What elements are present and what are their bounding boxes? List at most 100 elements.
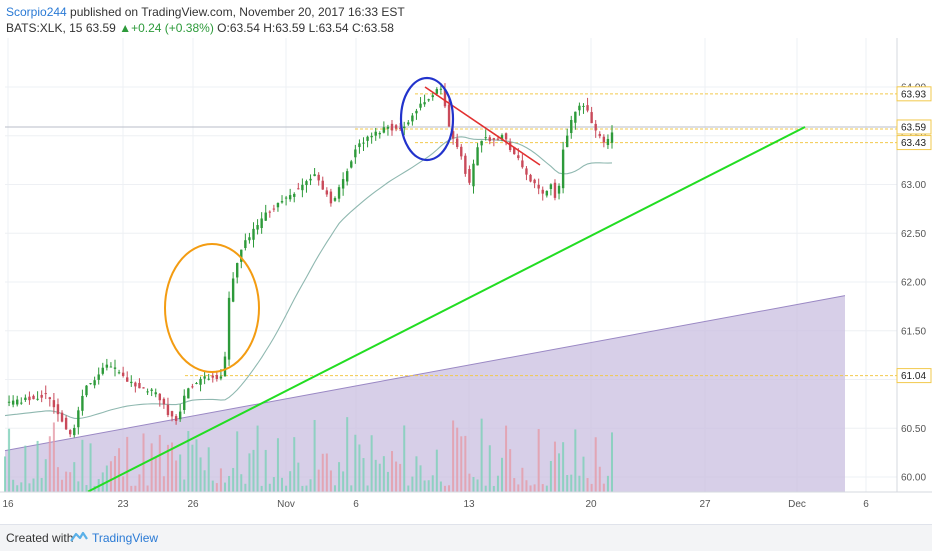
- volume-bar: [537, 429, 540, 492]
- candle-body: [195, 383, 198, 385]
- blue-circle-annotation[interactable]: [399, 76, 455, 162]
- orange-circle-annotation[interactable]: [164, 243, 260, 373]
- volume-bar: [297, 462, 300, 492]
- candle-body: [443, 89, 447, 107]
- volume-bar: [403, 425, 406, 492]
- volume-bar: [333, 485, 336, 492]
- volume-bar: [382, 456, 385, 492]
- volume-bar: [480, 418, 483, 492]
- candle-body: [407, 122, 410, 125]
- candle-body: [272, 208, 276, 210]
- publish-info: published on TradingView.com, November 2…: [66, 5, 405, 19]
- candle-body: [508, 142, 512, 150]
- volume-bar: [325, 453, 328, 492]
- volume-bar: [558, 453, 561, 492]
- candle-body: [455, 138, 459, 147]
- volume-bar: [460, 436, 463, 492]
- price-axis-background: [897, 38, 932, 524]
- candle-body: [126, 377, 129, 382]
- volume-bar: [391, 451, 394, 492]
- candle-body: [240, 249, 243, 262]
- candle-body: [333, 198, 337, 201]
- volume-bar: [374, 459, 377, 492]
- candle-body: [553, 182, 557, 198]
- candle-body: [264, 212, 267, 221]
- volume-bar: [48, 436, 51, 492]
- volume-bar: [268, 483, 271, 492]
- candle-body: [276, 202, 280, 208]
- candle-body: [492, 138, 496, 140]
- candle-body: [488, 137, 491, 141]
- candle-body: [117, 372, 121, 374]
- candle-body: [610, 132, 614, 143]
- price-tick-label: 62.00: [901, 278, 926, 289]
- volume-bar: [533, 484, 536, 492]
- candle-body: [105, 364, 109, 368]
- candle-body: [260, 218, 263, 229]
- price-chart[interactable]: 60.0060.5061.0061.5062.0062.5063.0063.50…: [0, 38, 932, 524]
- candle-body: [150, 389, 153, 391]
- candle-body: [199, 378, 202, 385]
- volume-bar: [484, 485, 487, 492]
- candle-body: [252, 228, 255, 240]
- price-level-value: 63.43: [901, 138, 926, 149]
- candle-body: [325, 190, 329, 195]
- volume-bar: [36, 440, 39, 492]
- candle-body: [484, 137, 487, 139]
- candle-body: [121, 372, 125, 376]
- green-trendline[interactable]: [87, 126, 806, 493]
- volume-bar: [16, 485, 19, 492]
- author-link[interactable]: Scorpio244: [6, 5, 67, 19]
- symbol-label[interactable]: BATS:XLK, 15: [6, 21, 83, 35]
- volume-bar: [611, 432, 613, 492]
- volume-bar: [435, 449, 438, 492]
- volume-bar: [179, 454, 182, 492]
- candle-body: [545, 190, 549, 196]
- volume-bar: [431, 475, 434, 492]
- volume-bar: [223, 482, 226, 492]
- candle-body: [7, 401, 11, 403]
- red-trendline[interactable]: [424, 86, 541, 166]
- time-tick-label: 13: [463, 499, 475, 510]
- volume-bar: [118, 448, 121, 492]
- candle-body: [525, 168, 528, 175]
- volume-bar: [215, 483, 218, 492]
- candle-body: [346, 171, 349, 182]
- tradingview-brand[interactable]: TradingView: [92, 531, 159, 545]
- volume-bar: [586, 478, 589, 492]
- volume-bar: [448, 485, 451, 492]
- volume-bar: [517, 484, 520, 492]
- quote-line: BATS:XLK, 15 63.59 ▲+0.24 (+0.38%) O:63.…: [6, 20, 906, 36]
- volume-bar: [81, 439, 84, 492]
- volume-bar: [289, 471, 292, 492]
- candle-body: [56, 404, 60, 415]
- candle-body: [337, 187, 341, 199]
- candle-body: [582, 105, 585, 107]
- candle-body: [158, 393, 162, 401]
- volume-bar: [232, 467, 235, 492]
- tradingview-logo-icon[interactable]: [70, 530, 88, 544]
- volume-bar: [130, 485, 133, 492]
- volume-bar: [101, 472, 104, 492]
- candle-body: [329, 191, 333, 204]
- volume-bar: [126, 436, 129, 492]
- volume-bar: [187, 431, 190, 492]
- candle-body: [602, 136, 606, 143]
- price-level-box: [896, 135, 932, 151]
- time-axis[interactable]: 16 23 26 Nov 6 13 20 27 Dec 6: [2, 499, 869, 510]
- volume-bar: [162, 476, 165, 492]
- volume-bar: [317, 469, 320, 492]
- last-price: 63.59: [85, 21, 116, 35]
- candle-body: [598, 133, 601, 137]
- volume-bar: [85, 485, 88, 492]
- volume-bar: [69, 472, 72, 492]
- candle-body: [219, 376, 223, 379]
- candle-body: [109, 366, 113, 368]
- volume-bar: [171, 442, 174, 492]
- candle-body: [162, 398, 166, 405]
- candle-body: [341, 179, 345, 189]
- candle-body: [537, 184, 540, 189]
- candle-body: [321, 180, 324, 190]
- candle-body: [142, 387, 145, 389]
- volume-bar: [281, 477, 284, 492]
